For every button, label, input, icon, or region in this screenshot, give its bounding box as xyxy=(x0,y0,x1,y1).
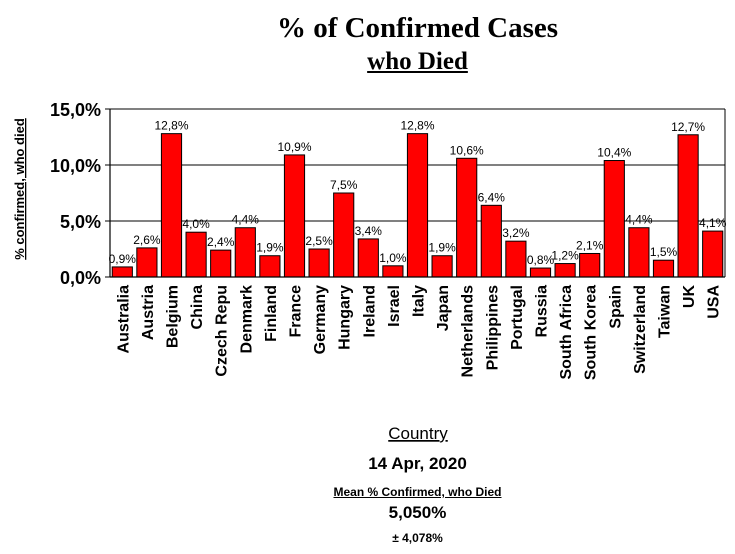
y-tick-labels: 0,0% 5,0% 10,0% 15,0% xyxy=(50,100,101,288)
x-tick-label: Czech Repu xyxy=(214,285,231,377)
x-tick-label: Portugal xyxy=(509,285,526,350)
data-label: 1,2% xyxy=(551,249,579,263)
bar xyxy=(628,227,650,278)
bar xyxy=(677,134,699,278)
bar xyxy=(456,157,478,278)
data-label: 4,0% xyxy=(182,217,210,231)
bar xyxy=(431,255,453,278)
bar xyxy=(333,192,355,278)
bar xyxy=(480,204,502,278)
data-label: 7,5% xyxy=(330,178,358,192)
x-tick-label: Belgium xyxy=(165,285,182,348)
bar xyxy=(234,227,256,278)
bar xyxy=(382,265,404,278)
y-tick-label: 0,0% xyxy=(60,268,101,288)
x-tick-label: Finland xyxy=(263,285,280,342)
x-tick-label: Russia xyxy=(534,285,551,338)
data-label: 10,4% xyxy=(597,146,631,160)
bar xyxy=(210,249,232,278)
bar xyxy=(185,231,207,278)
data-label: 2,4% xyxy=(207,235,235,249)
data-label: 6,4% xyxy=(478,190,506,204)
bar xyxy=(579,252,601,278)
data-labels: 0,9% 2,6% 12,8% 4,0% 2,4% 4,4% 1,9% 10,9% 2,5% 7,… xyxy=(109,119,727,267)
data-label: 10,9% xyxy=(277,140,311,154)
bar xyxy=(406,133,429,278)
bar xyxy=(111,266,133,278)
bar xyxy=(505,240,527,278)
date-label: 14 Apr, 2020 xyxy=(368,454,467,473)
bar xyxy=(652,259,675,278)
bar xyxy=(603,160,625,278)
x-tick-label: Israel xyxy=(386,285,403,327)
data-label: 4,4% xyxy=(625,213,653,227)
data-label: 1,9% xyxy=(256,241,284,255)
y-tick-label: 10,0% xyxy=(50,156,101,176)
x-tick-label: Netherlands xyxy=(460,285,477,378)
x-tick-label: South Korea xyxy=(583,285,600,380)
data-label: 1,9% xyxy=(428,241,456,255)
x-tick-label: Taiwan xyxy=(657,285,674,338)
x-tick-label: South Africa xyxy=(558,285,575,380)
bar xyxy=(259,255,281,278)
mean-value: 5,050% xyxy=(388,503,447,522)
bar xyxy=(554,263,576,278)
y-axis-label: % confirmed, who died xyxy=(12,118,27,260)
bar xyxy=(357,238,379,278)
bar xyxy=(136,247,158,278)
data-label: 12,7% xyxy=(671,120,705,134)
data-label: 3,2% xyxy=(502,226,530,240)
data-label: 2,6% xyxy=(133,233,161,247)
x-tick-label: France xyxy=(288,285,305,338)
x-tick-label: Philippines xyxy=(484,285,501,370)
x-tick-label: Switzerland xyxy=(632,285,649,374)
chart-subtitle: who Died xyxy=(367,48,468,75)
data-label: 12,8% xyxy=(400,119,434,133)
x-tick-label: Spain xyxy=(607,285,624,329)
x-tick-label: Austria xyxy=(140,285,157,340)
data-label: 2,5% xyxy=(305,234,333,248)
chart-title: % of Confirmed Cases xyxy=(276,12,559,44)
bar xyxy=(283,154,306,278)
data-label: 4,1% xyxy=(699,216,727,230)
bar xyxy=(160,133,183,278)
data-label: 12,8% xyxy=(154,119,188,133)
data-label: 4,4% xyxy=(232,213,260,227)
data-label: 2,1% xyxy=(576,238,604,252)
mean-std-dev: ± 4,078% xyxy=(392,531,443,545)
data-label: 0,8% xyxy=(527,253,555,267)
x-tick-label: Hungary xyxy=(337,285,354,350)
x-tick-label: UK xyxy=(681,285,698,309)
x-tick-label: Denmark xyxy=(238,285,255,354)
x-tick-label: Ireland xyxy=(361,285,378,337)
x-tick-labels: Australia Austria Belgium China Czech Repu De… xyxy=(115,285,722,381)
x-tick-label: USA xyxy=(706,285,723,319)
bar xyxy=(308,248,330,278)
data-label: 3,4% xyxy=(355,224,383,238)
y-tick-label: 5,0% xyxy=(60,212,101,232)
x-tick-label: Australia xyxy=(115,285,132,354)
data-label: 0,9% xyxy=(109,252,137,266)
x-tick-label: Japan xyxy=(435,285,452,331)
x-tick-label: Italy xyxy=(411,285,428,317)
data-label: 1,5% xyxy=(650,245,678,259)
bar xyxy=(529,267,552,278)
mean-label: Mean % Confirmed, who Died xyxy=(333,485,502,499)
data-label: 10,6% xyxy=(450,143,484,157)
x-axis-label: Country xyxy=(388,424,448,443)
x-tick-label: China xyxy=(189,285,206,330)
data-label: 1,0% xyxy=(379,251,407,265)
bar xyxy=(702,230,724,278)
y-tick-label: 15,0% xyxy=(50,100,101,120)
axes xyxy=(105,108,726,278)
x-tick-label: Germany xyxy=(312,285,329,354)
bars xyxy=(111,133,724,278)
